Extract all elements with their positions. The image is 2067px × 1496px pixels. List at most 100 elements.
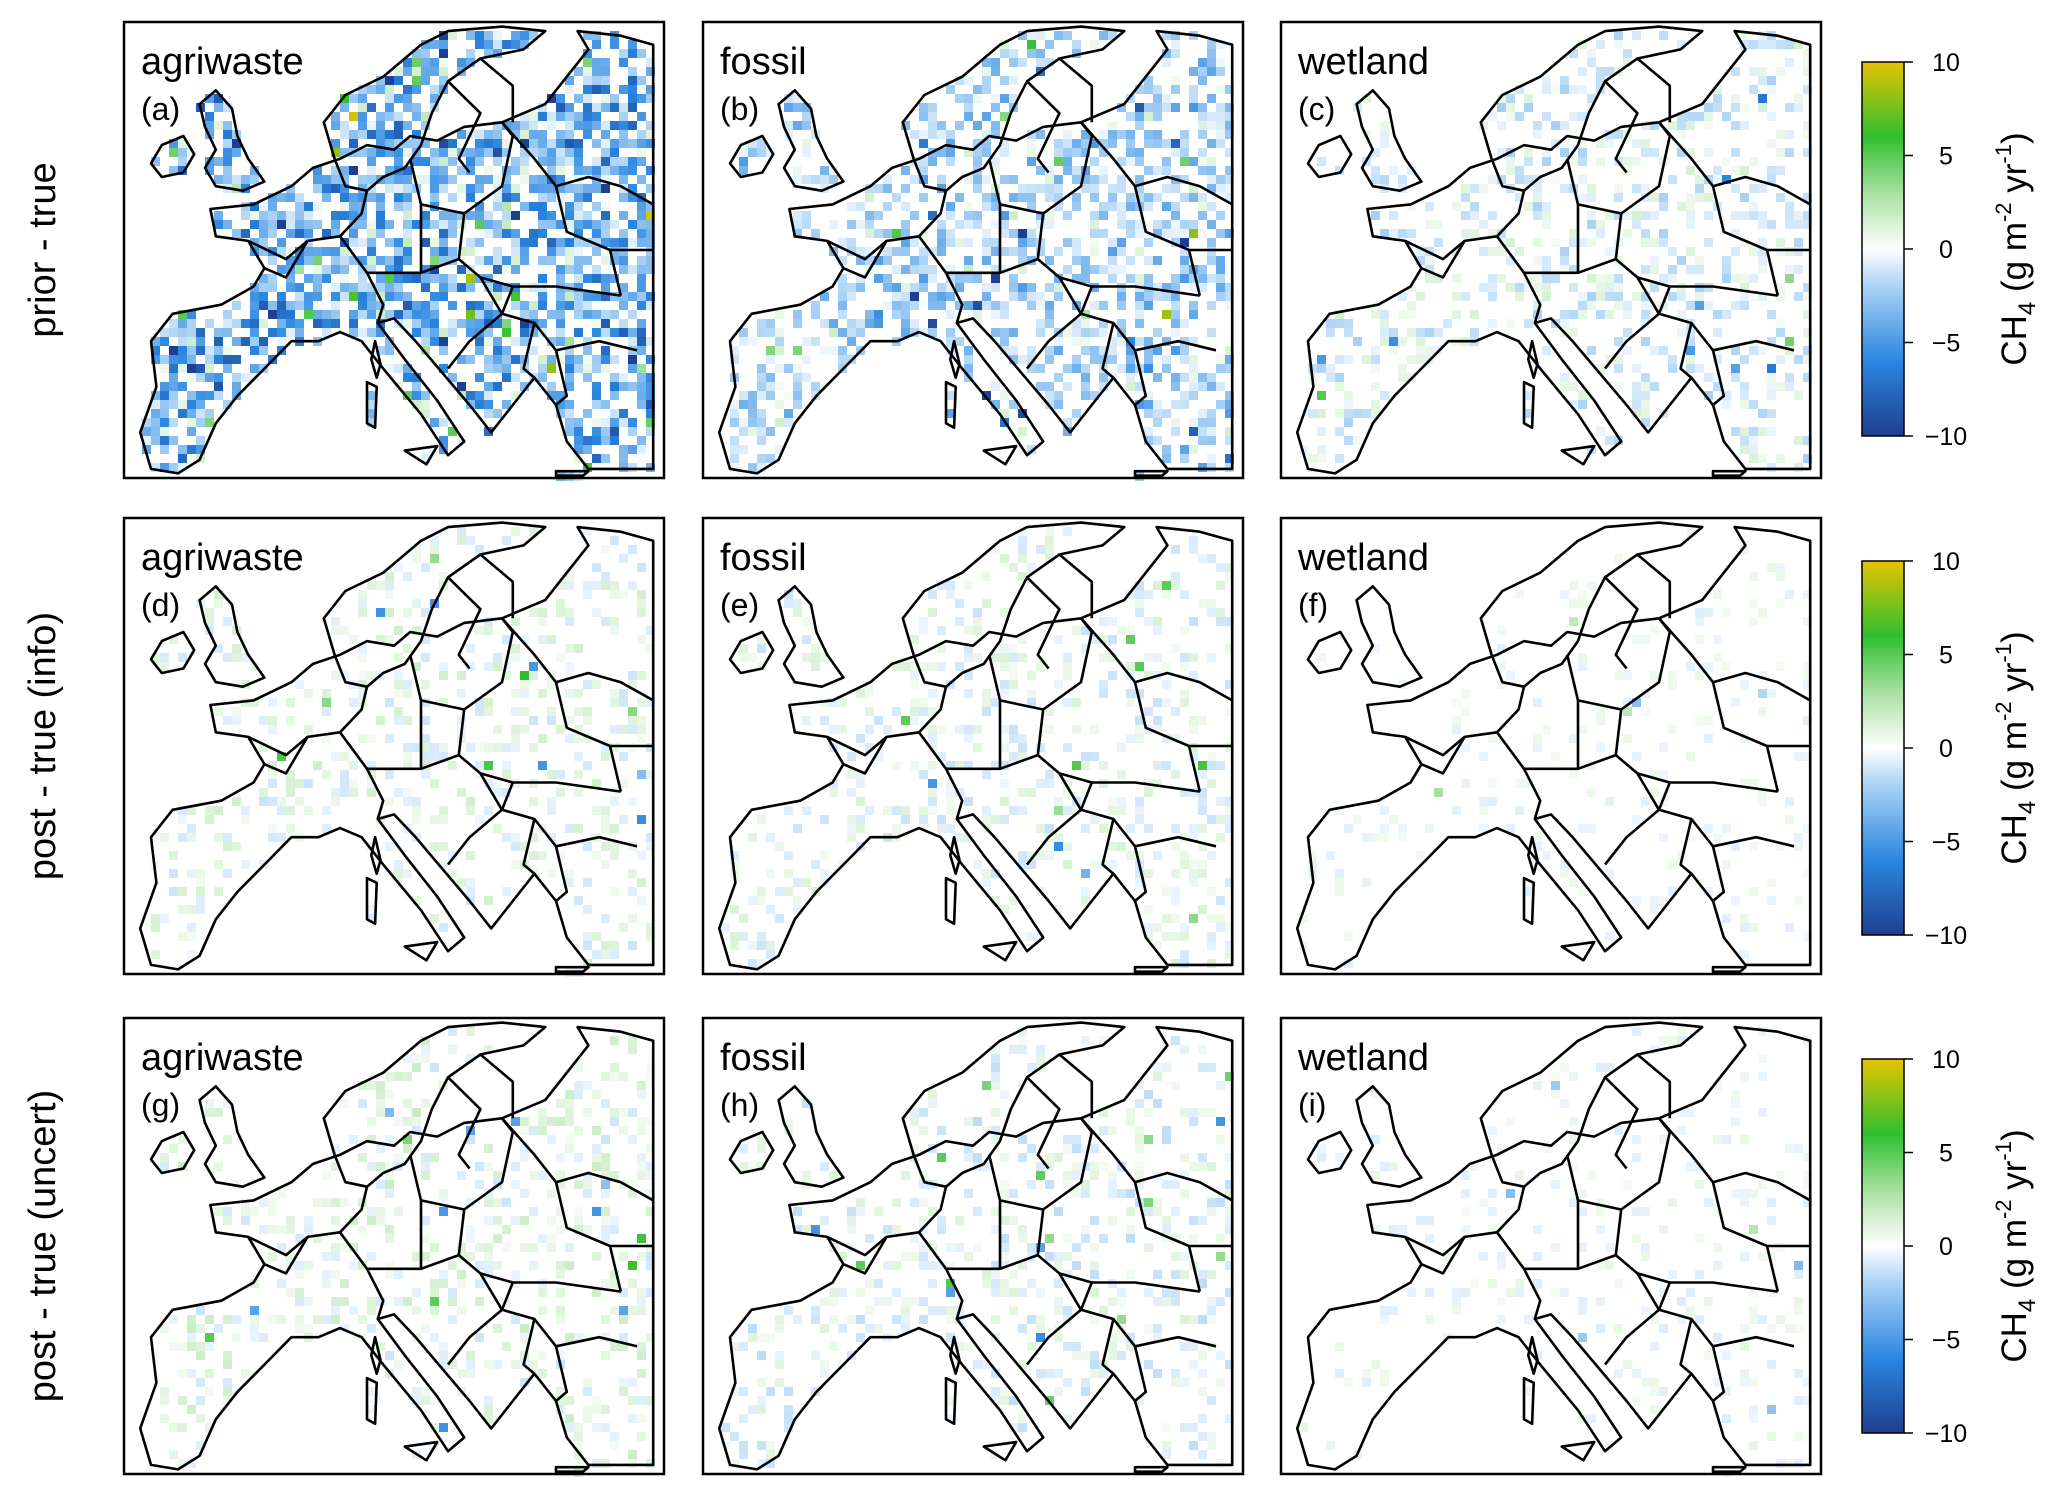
difference-cell (1614, 211, 1623, 220)
difference-cell (1117, 1333, 1126, 1342)
difference-cell (1749, 292, 1758, 301)
difference-cell (1569, 265, 1578, 274)
difference-cell (619, 112, 628, 121)
difference-cell (565, 716, 574, 725)
difference-cell (1533, 734, 1542, 743)
difference-cell (1144, 301, 1153, 310)
difference-cell (574, 265, 583, 274)
difference-cell (1308, 409, 1317, 418)
difference-cell (775, 418, 784, 427)
difference-cell (610, 617, 619, 626)
difference-cell (928, 806, 937, 815)
difference-cell (340, 265, 349, 274)
difference-cell (457, 211, 466, 220)
difference-cell (412, 1396, 421, 1405)
difference-cell (919, 617, 928, 626)
difference-cell (475, 373, 484, 382)
difference-cell (592, 67, 601, 76)
difference-cell (937, 292, 946, 301)
difference-cell (991, 1369, 1000, 1378)
country-border (1577, 203, 1622, 215)
difference-cell (205, 608, 214, 617)
difference-cell (511, 130, 520, 139)
difference-cell (646, 1162, 655, 1171)
difference-cell (748, 409, 757, 418)
difference-cell (1461, 743, 1470, 752)
difference-cell (1000, 301, 1009, 310)
difference-cell (448, 761, 457, 770)
difference-cell (1776, 40, 1785, 49)
difference-cell (232, 175, 241, 184)
difference-cell (1216, 608, 1225, 617)
difference-cell (223, 364, 232, 373)
difference-cell (151, 157, 160, 166)
difference-cell (484, 1360, 493, 1369)
difference-cell (529, 1171, 538, 1180)
difference-cell (1054, 346, 1063, 355)
difference-cell (1000, 644, 1009, 653)
difference-cell (1198, 869, 1207, 878)
difference-cell (403, 716, 412, 725)
difference-cell (178, 355, 187, 364)
difference-cell (565, 247, 574, 256)
difference-cell (1153, 292, 1162, 301)
difference-cell (910, 662, 919, 671)
difference-cell (358, 1081, 367, 1090)
country-border (554, 185, 654, 252)
difference-cell (1479, 752, 1488, 761)
difference-cell (628, 1189, 637, 1198)
difference-cell (628, 707, 637, 716)
difference-cell (502, 1225, 511, 1234)
difference-cell (538, 1369, 547, 1378)
difference-cell (793, 608, 802, 617)
difference-cell (1000, 220, 1009, 229)
difference-cell (637, 256, 646, 265)
country-border (447, 576, 482, 670)
difference-cell (1027, 184, 1036, 193)
difference-cell (1063, 427, 1072, 436)
difference-cell (1767, 463, 1776, 472)
difference-cell (748, 941, 757, 950)
difference-cell (475, 31, 484, 40)
difference-cell (592, 265, 601, 274)
difference-cell (1000, 49, 1009, 58)
difference-cell (403, 1072, 412, 1081)
difference-cell (619, 121, 628, 130)
difference-cell (1108, 635, 1117, 644)
difference-cell (1758, 76, 1767, 85)
difference-cell (1108, 274, 1117, 283)
difference-cell (610, 1072, 619, 1081)
panel-letter-label: (d) (141, 587, 180, 623)
difference-cell (574, 229, 583, 238)
difference-cell (1063, 238, 1072, 247)
difference-cell (187, 418, 196, 427)
difference-cell (1533, 274, 1542, 283)
difference-cell (421, 211, 430, 220)
difference-cell (646, 256, 655, 265)
difference-cell (556, 265, 565, 274)
difference-cell (1090, 1288, 1099, 1297)
difference-cell (376, 1099, 385, 1108)
difference-cell (466, 283, 475, 292)
difference-cell (784, 409, 793, 418)
country-border (1495, 731, 1542, 820)
difference-cell (1542, 220, 1551, 229)
difference-cell (1614, 301, 1623, 310)
difference-cell (1054, 292, 1063, 301)
difference-cell (901, 292, 910, 301)
difference-cell (1036, 1315, 1045, 1324)
difference-cell (1027, 292, 1036, 301)
difference-cell (601, 914, 610, 923)
difference-cell (646, 698, 655, 707)
difference-cell (565, 355, 574, 364)
difference-cell (1578, 238, 1587, 247)
difference-cell (946, 590, 955, 599)
difference-cell (1081, 382, 1090, 391)
difference-cell (1135, 1135, 1144, 1144)
difference-cell (1171, 31, 1180, 40)
difference-cell (1009, 1288, 1018, 1297)
difference-cell (565, 1396, 574, 1405)
difference-cell (1686, 337, 1695, 346)
difference-cell (394, 202, 403, 211)
difference-cell (367, 238, 376, 247)
